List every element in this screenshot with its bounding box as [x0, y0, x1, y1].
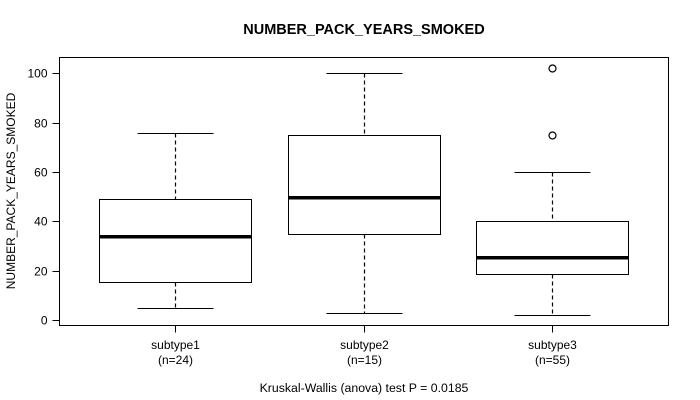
y-tick-label: 40: [34, 215, 48, 229]
y-axis-title: NUMBER_PACK_YEARS_SMOKED: [4, 92, 18, 289]
group-label: subtype1: [151, 338, 200, 352]
y-tick-label: 20: [34, 265, 48, 279]
group-label: subtype3: [528, 338, 577, 352]
group-count-label: (n=55): [535, 353, 570, 367]
y-tick-label: 100: [27, 67, 47, 81]
stat-test-annotation: Kruskal-Wallis (anova) test P = 0.0185: [260, 381, 469, 395]
group-label: subtype2: [340, 338, 389, 352]
iqr-box: [475, 220, 630, 276]
iqr-box: [98, 198, 253, 284]
chart-title: NUMBER_PACK_YEARS_SMOKED: [243, 22, 484, 38]
outlier-point: [548, 64, 557, 73]
group-count-label: (n=24): [158, 353, 193, 367]
outlier-point: [548, 131, 557, 140]
y-tick-label: 80: [34, 117, 48, 131]
group-count-label: (n=15): [347, 353, 382, 367]
y-tick-label: 60: [34, 166, 48, 180]
y-tick-label: 0: [41, 314, 48, 328]
iqr-box: [287, 134, 442, 236]
